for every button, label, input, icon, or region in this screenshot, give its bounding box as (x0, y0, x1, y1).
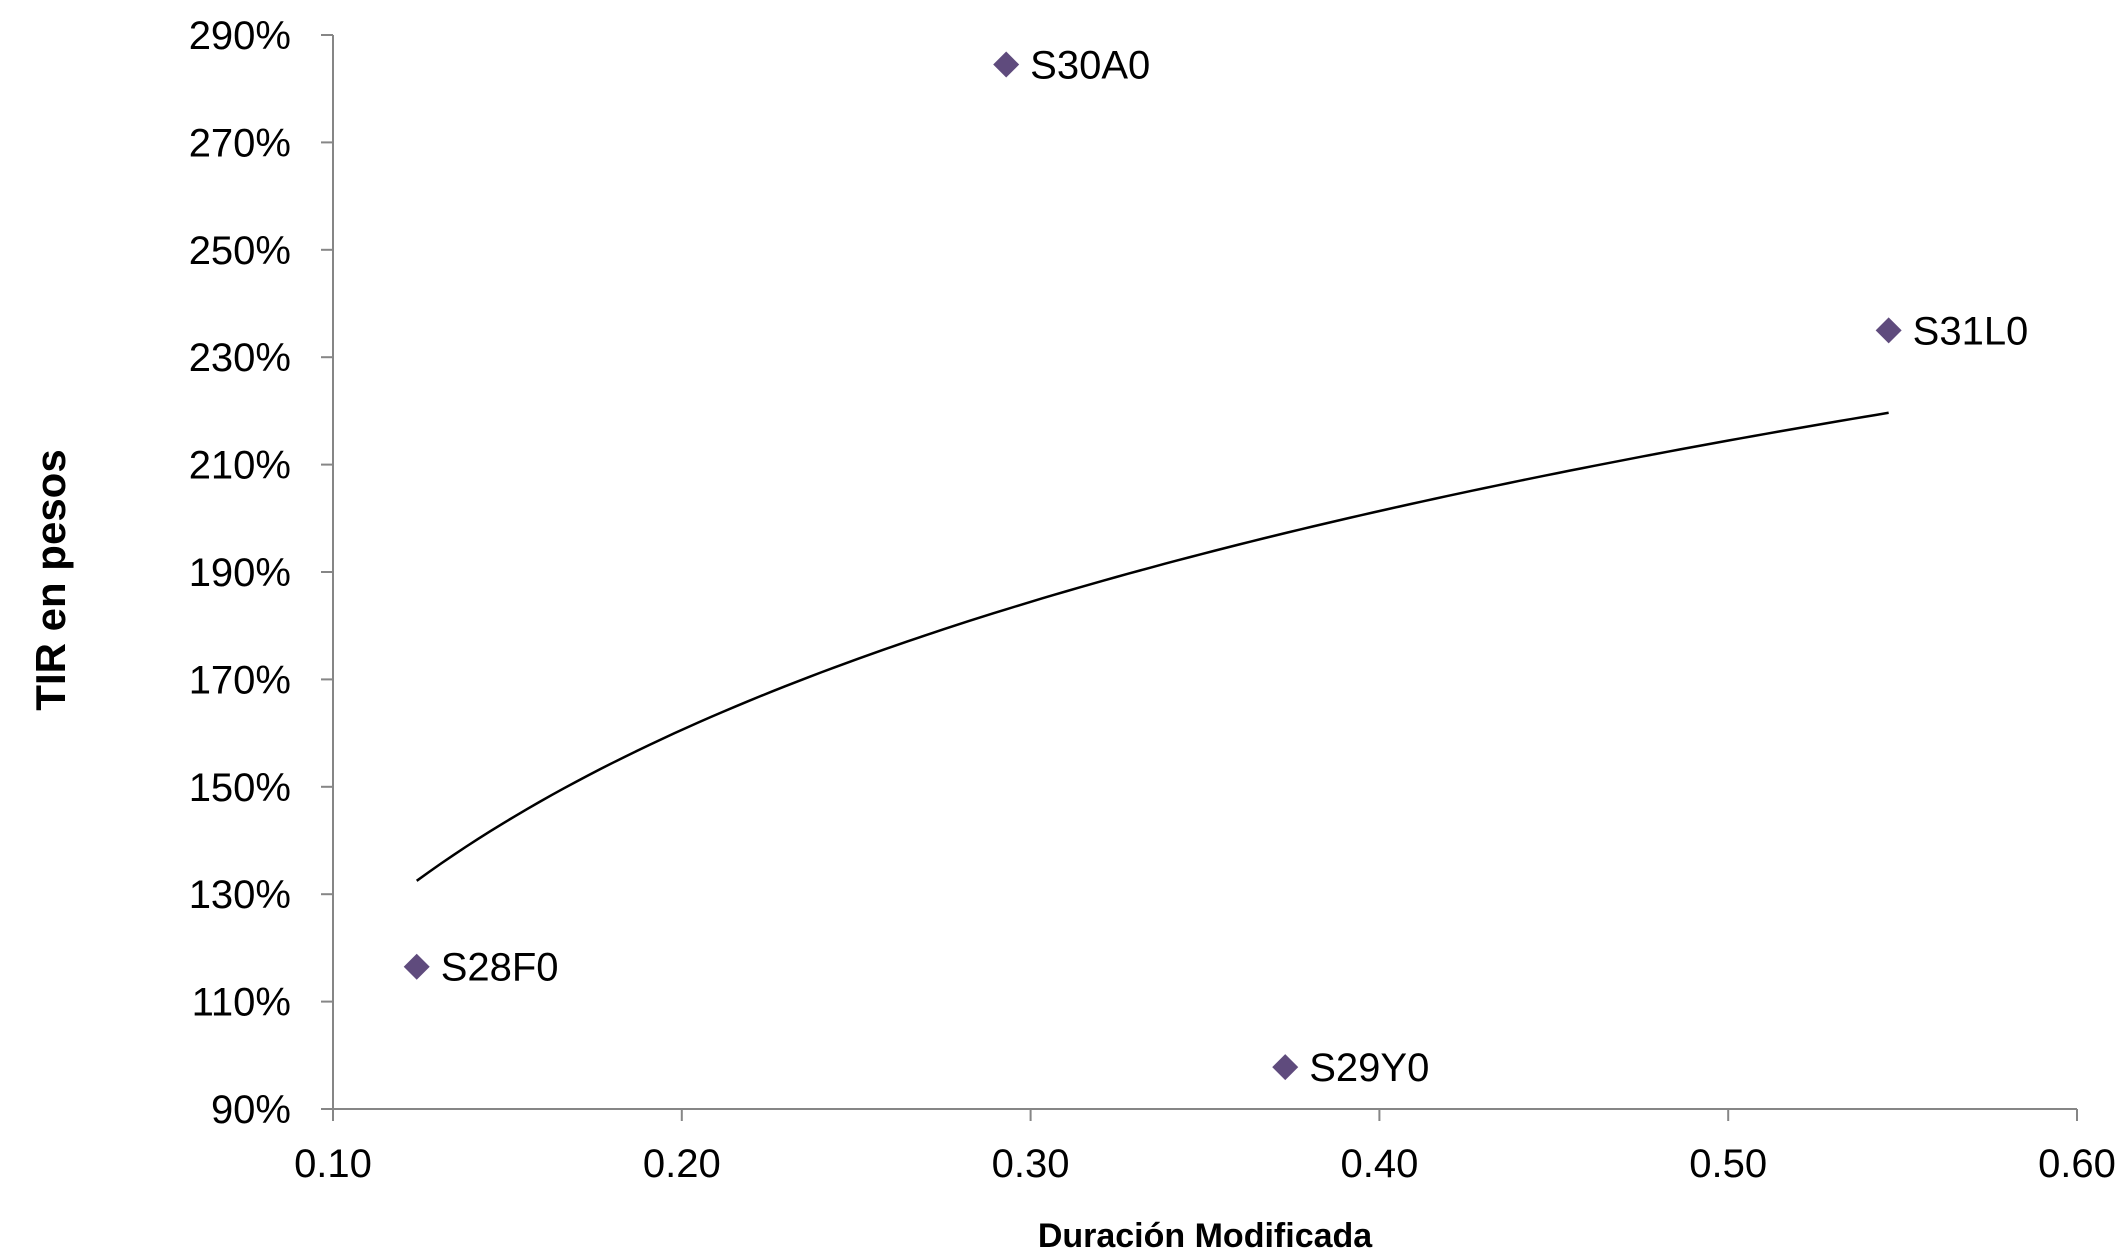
x-ticks: 0.10 0.20 0.30 0.40 0.50 0.60 (294, 1109, 2115, 1186)
y-tick-label: 290% (189, 14, 291, 58)
y-tick-label: 230% (189, 336, 291, 380)
axes (332, 35, 2077, 1110)
x-tick-label: 0.50 (1689, 1142, 1767, 1186)
x-tick-label: 0.30 (992, 1142, 1070, 1186)
y-tick-label: 250% (189, 229, 291, 273)
data-point-marker (993, 51, 1020, 78)
y-tick-label: 170% (189, 658, 291, 702)
x-axis-title: Duración Modificada (1038, 1217, 1373, 1251)
logarithmic-trendline (415, 411, 1889, 882)
y-tick-label: 90% (211, 1088, 291, 1132)
data-points: S28F0 S30A0 S29Y0 S31L0 (403, 44, 2029, 1090)
data-point-label: S28F0 (441, 946, 559, 990)
y-ticks: 90% 110% 130% 150% 170% 190% 210% 230% 250% 270% 2… (189, 14, 333, 1132)
y-tick-label: 150% (189, 766, 291, 810)
data-point-marker (1875, 317, 1902, 344)
data-point-label: S29Y0 (1309, 1046, 1429, 1090)
y-axis-title: TIR en pesos (27, 449, 74, 710)
y-tick-label: 130% (189, 873, 291, 917)
y-tick-label: 210% (189, 444, 291, 488)
data-point-label: S31L0 (1913, 309, 2029, 353)
x-tick-label: 0.40 (1340, 1142, 1418, 1186)
x-tick-label: 0.60 (2038, 1142, 2115, 1186)
data-point-marker (1272, 1054, 1299, 1081)
data-point-label: S30A0 (1030, 44, 1150, 88)
x-tick-label: 0.10 (294, 1142, 372, 1186)
y-tick-label: 190% (189, 551, 291, 595)
data-point-marker (403, 953, 430, 980)
y-tick-label: 110% (192, 981, 291, 1025)
y-tick-label: 270% (189, 121, 291, 165)
x-tick-label: 0.20 (643, 1142, 721, 1186)
